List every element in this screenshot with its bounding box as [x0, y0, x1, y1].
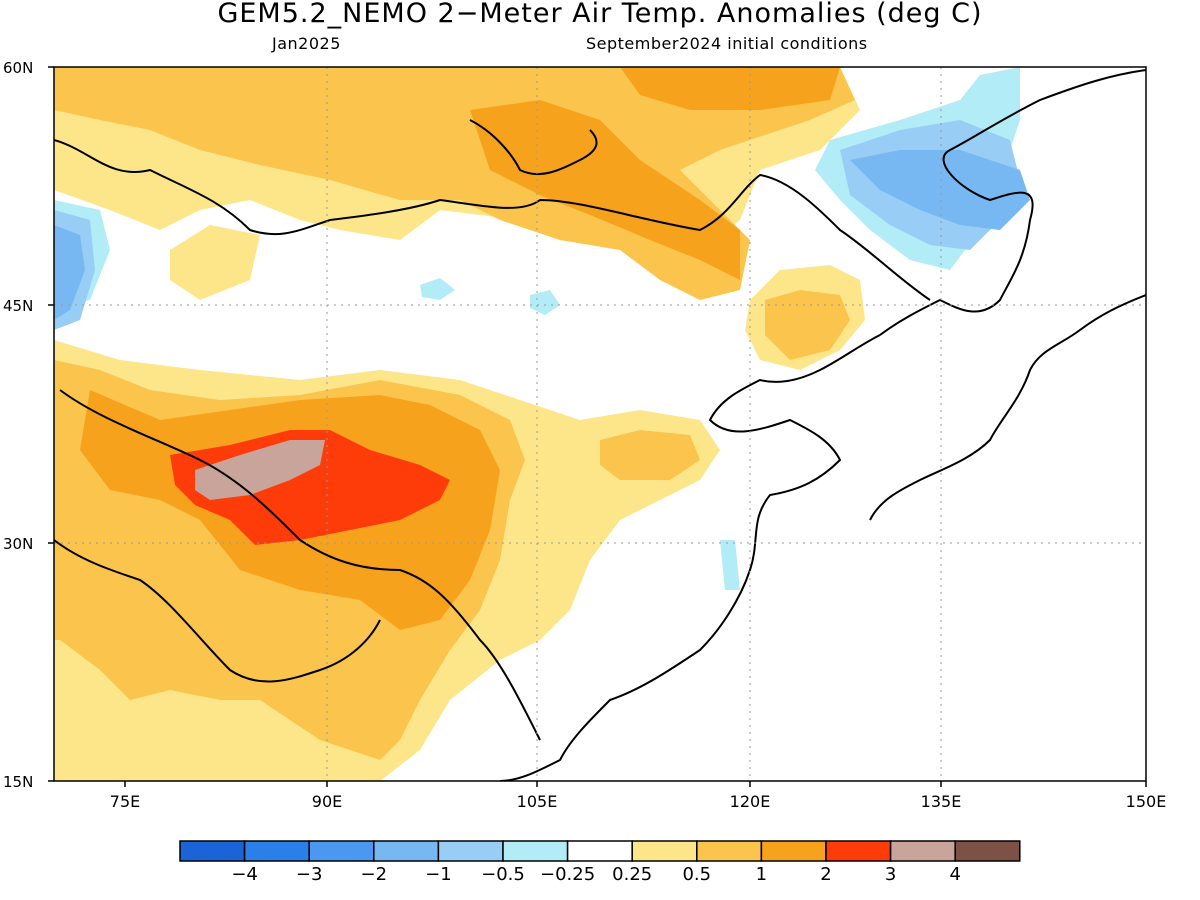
gridlines	[54, 67, 1146, 781]
lon-label-120e: 120E	[729, 792, 771, 811]
colorbar-swatch	[437, 840, 504, 862]
colorbar-swatch	[696, 840, 763, 862]
anomaly-region-tibet-max	[195, 440, 325, 500]
colorbar-label: 2	[820, 864, 832, 885]
anomaly-region-east-orange	[600, 430, 700, 480]
map-frame	[53, 66, 1147, 782]
lon-label-75e: 75E	[109, 792, 141, 811]
anomaly-field	[54, 67, 1146, 781]
colorbar-swatch	[243, 840, 310, 862]
anomaly-region-central	[170, 225, 260, 300]
colorbar-label: 1	[755, 864, 768, 885]
colorbar-label: −0.5	[481, 864, 525, 885]
colorbar-label: 4	[949, 864, 961, 885]
lon-label-150e: 150E	[1125, 792, 1167, 811]
initial-conditions: September2024 initial conditions	[586, 34, 868, 53]
colorbar-swatch	[631, 840, 698, 862]
map-title: GEM5.2_NEMO 2−Meter Air Temp. Anomalies …	[217, 0, 983, 29]
colorbar-swatch	[566, 840, 633, 862]
colorbar-swatch	[760, 840, 827, 862]
anomaly-region-north-dark	[620, 67, 840, 110]
anomaly-region-small-blue-1	[420, 278, 455, 300]
colorbar-swatch	[179, 840, 246, 862]
colorbar-label: −2	[360, 864, 388, 885]
anomaly-region-kamchatka-deepblue	[850, 150, 1030, 230]
lat-label-30n: 30N	[3, 535, 34, 553]
colorbar-label: 0.5	[682, 864, 712, 885]
colorbar-label: 0.25	[612, 864, 653, 885]
colorbar-label: −3	[295, 864, 323, 885]
lon-label-105e: 105E	[516, 792, 558, 811]
forecast-month: Jan2025	[272, 34, 341, 53]
colorbar-label: −4	[231, 864, 258, 885]
anomaly-region-ne-orange	[765, 290, 850, 360]
lon-label-135e: 135E	[920, 792, 962, 811]
tick-marks	[48, 66, 1147, 787]
anomaly-region-small-blue-2	[530, 290, 560, 315]
colorbar	[179, 840, 1021, 862]
colorbar-swatch	[373, 840, 440, 862]
anomaly-region-small-blue-3	[720, 540, 740, 590]
colorbar-label: −0.25	[540, 864, 596, 885]
coastlines	[54, 69, 1146, 781]
lat-label-45n: 45N	[3, 297, 34, 315]
colorbar-swatch	[889, 840, 956, 862]
colorbar-label: −1	[425, 864, 452, 885]
colorbar-swatch	[825, 840, 892, 862]
lat-label-15n: 15N	[3, 773, 34, 791]
colorbar-swatch	[954, 840, 1021, 862]
colorbar-swatch	[308, 840, 375, 862]
anomaly-region-west-deepblue	[54, 225, 85, 320]
colorbar-swatch	[502, 840, 569, 862]
lon-label-90e: 90E	[311, 792, 343, 811]
colorbar-label: 3	[884, 864, 897, 885]
lat-label-60n: 60N	[3, 59, 34, 77]
